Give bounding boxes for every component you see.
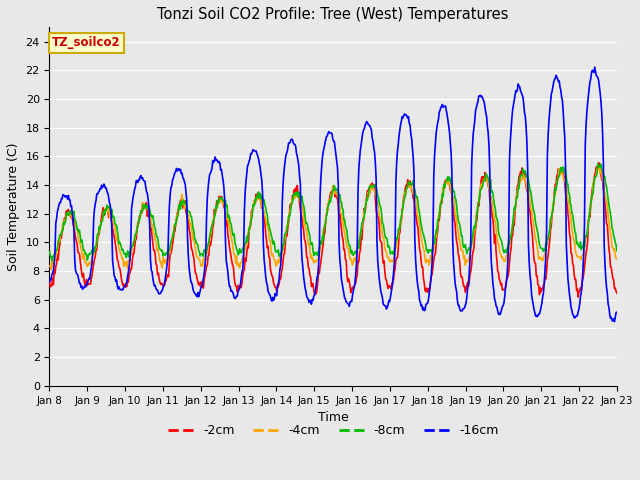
-8cm bbox=[45, 249, 53, 255]
-4cm bbox=[420, 246, 428, 252]
-2cm bbox=[56, 242, 63, 248]
Y-axis label: Soil Temperature (C): Soil Temperature (C) bbox=[7, 142, 20, 271]
-16cm bbox=[56, 200, 63, 205]
Legend: -2cm, -4cm, -8cm, -16cm: -2cm, -4cm, -8cm, -16cm bbox=[163, 420, 503, 443]
Line: -16cm: -16cm bbox=[49, 67, 617, 322]
-4cm bbox=[57, 231, 65, 237]
-4cm bbox=[596, 164, 604, 170]
-2cm bbox=[419, 264, 426, 270]
-4cm bbox=[613, 256, 621, 262]
-2cm bbox=[613, 290, 621, 296]
-8cm bbox=[203, 248, 211, 253]
-4cm bbox=[45, 263, 53, 269]
-16cm bbox=[403, 112, 410, 118]
-4cm bbox=[115, 246, 123, 252]
-16cm bbox=[613, 310, 621, 315]
-2cm bbox=[115, 259, 122, 264]
Title: Tonzi Soil CO2 Profile: Tree (West) Temperatures: Tonzi Soil CO2 Profile: Tree (West) Temp… bbox=[157, 7, 509, 22]
-8cm bbox=[613, 248, 621, 253]
-2cm bbox=[45, 278, 53, 284]
-16cm bbox=[172, 168, 180, 174]
-2cm bbox=[202, 268, 209, 274]
-2cm bbox=[172, 221, 180, 227]
-16cm bbox=[611, 319, 618, 324]
-2cm bbox=[595, 160, 602, 166]
-4cm bbox=[173, 213, 180, 218]
-8cm bbox=[57, 233, 65, 239]
-16cm bbox=[419, 307, 426, 313]
-16cm bbox=[591, 64, 598, 70]
-16cm bbox=[115, 286, 122, 292]
-2cm bbox=[403, 182, 410, 188]
-4cm bbox=[403, 185, 411, 191]
Line: -8cm: -8cm bbox=[49, 164, 617, 261]
X-axis label: Time: Time bbox=[318, 411, 349, 424]
-16cm bbox=[45, 279, 53, 285]
-4cm bbox=[47, 267, 55, 273]
-16cm bbox=[202, 255, 209, 261]
-2cm bbox=[574, 294, 582, 300]
-8cm bbox=[594, 161, 602, 167]
Line: -4cm: -4cm bbox=[49, 167, 617, 270]
-8cm bbox=[173, 216, 180, 222]
-4cm bbox=[203, 252, 211, 257]
Text: TZ_soilco2: TZ_soilco2 bbox=[52, 36, 121, 49]
-8cm bbox=[403, 185, 411, 191]
-8cm bbox=[420, 232, 428, 238]
Line: -2cm: -2cm bbox=[49, 163, 617, 297]
-8cm bbox=[115, 240, 123, 246]
-8cm bbox=[48, 258, 56, 264]
